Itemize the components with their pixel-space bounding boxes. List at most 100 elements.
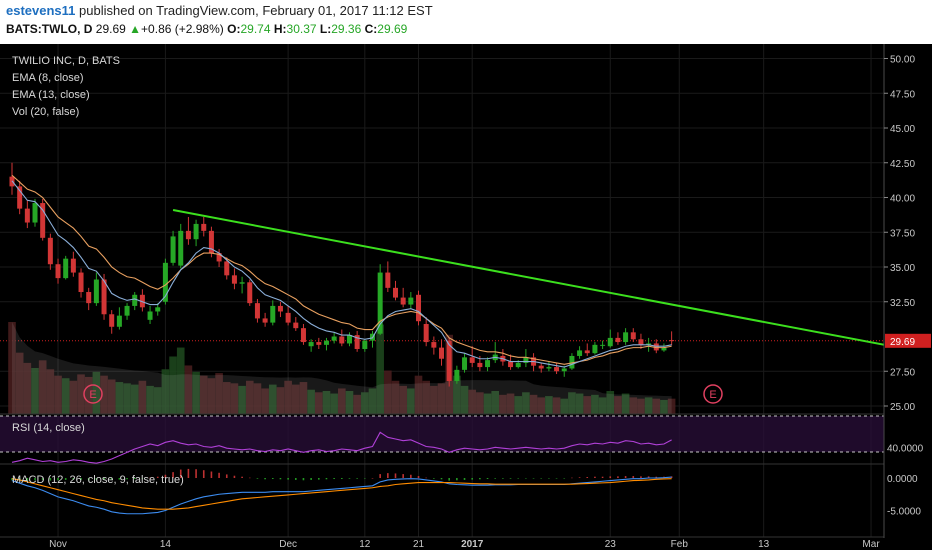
- candle-body: [607, 337, 613, 347]
- candle-body: [423, 323, 429, 343]
- volume-bar: [199, 375, 208, 414]
- macd-histogram-bar: [609, 476, 612, 478]
- candle-body: [216, 253, 222, 262]
- volume-bar: [153, 387, 162, 414]
- open-value: 29.74: [240, 22, 271, 36]
- candle-body: [393, 287, 398, 298]
- legend-ema8[interactable]: EMA (8, close): [12, 72, 84, 84]
- candle-body: [162, 262, 168, 302]
- macd-histogram-bar: [601, 476, 604, 478]
- volume-bar: [299, 382, 308, 414]
- candle-body: [231, 275, 237, 284]
- candle: [70, 251, 76, 277]
- candle-body: [101, 279, 107, 315]
- volume-bar: [422, 380, 430, 414]
- macd-histogram-bar: [410, 474, 412, 478]
- macd-histogram-bar: [356, 478, 358, 479]
- volume-bar: [92, 371, 101, 414]
- ema8-line: [11, 180, 672, 368]
- macd-histogram-bar: [95, 478, 98, 480]
- macd-histogram-bar: [471, 478, 473, 480]
- candle: [239, 276, 245, 294]
- legend-rsi[interactable]: RSI (14, close): [12, 422, 85, 434]
- rsi-line: [11, 431, 672, 464]
- earnings-circle: [83, 384, 103, 404]
- volume-bar: [407, 388, 415, 414]
- candle-body: [55, 264, 61, 279]
- candle: [485, 357, 491, 372]
- candle-body: [185, 230, 191, 240]
- candle-body: [416, 294, 422, 322]
- candle: [462, 353, 468, 373]
- candle: [554, 362, 560, 375]
- candle: [124, 303, 130, 320]
- candle-body: [408, 297, 414, 305]
- macd-histogram-bar: [133, 478, 136, 479]
- macd-histogram-bar: [555, 478, 558, 479]
- rsi-tick-label: 40.0000: [887, 443, 924, 454]
- author-link[interactable]: estevens11: [6, 3, 76, 18]
- candle-body: [454, 369, 460, 381]
- price-tick-label: 35.00: [890, 263, 915, 274]
- candle: [600, 340, 606, 350]
- candle: [454, 365, 460, 384]
- time-tick-label: 23: [605, 539, 617, 550]
- macd-tick-label: 0.0000: [887, 474, 918, 485]
- legend-ema13[interactable]: EMA (13, close): [12, 89, 90, 101]
- volume-ma-area: [12, 322, 672, 414]
- candle-body: [462, 357, 468, 370]
- price-tick-label: 40.00: [890, 194, 915, 205]
- candle-body: [78, 272, 84, 293]
- macd-histogram-bar: [126, 478, 128, 480]
- ema-lines: [11, 174, 672, 368]
- time-tick-label: 21: [413, 539, 425, 550]
- candle-body: [538, 365, 544, 369]
- price-tick-label: 42.50: [890, 159, 915, 170]
- candle: [408, 292, 414, 309]
- volume-bar: [514, 396, 523, 414]
- volume-bar: [660, 399, 668, 414]
- candle-body: [469, 357, 475, 363]
- candle: [423, 317, 429, 347]
- candle-body: [584, 350, 590, 354]
- candle: [285, 305, 291, 326]
- volume-bar: [353, 394, 361, 414]
- candle: [385, 261, 391, 293]
- candle: [431, 336, 437, 355]
- volume-bar: [330, 393, 338, 414]
- candle: [132, 292, 138, 311]
- candle: [17, 180, 23, 215]
- candle-body: [132, 294, 138, 306]
- candle: [323, 337, 329, 351]
- candle: [577, 346, 583, 359]
- volume-bar: [537, 397, 546, 414]
- price-tick-label: 25.00: [890, 402, 915, 413]
- candle: [300, 323, 306, 345]
- candle-body: [339, 336, 345, 344]
- volume-bar: [138, 380, 147, 414]
- volume-bar: [215, 373, 223, 414]
- volume-bar: [338, 388, 346, 414]
- legend-macd[interactable]: MACD (12, 26, close, 9, false, true): [12, 474, 184, 486]
- candle: [147, 305, 153, 324]
- price-axis-bg: [884, 44, 932, 550]
- price-tick-label: 37.50: [890, 228, 915, 239]
- candle: [469, 346, 475, 368]
- last-price: 29.69: [95, 22, 126, 36]
- candle: [446, 337, 452, 387]
- volume-bar: [322, 391, 331, 414]
- candle: [93, 272, 99, 306]
- candle-body: [546, 367, 552, 369]
- candle: [439, 339, 445, 366]
- candle: [40, 198, 46, 241]
- macd-histogram-bar: [64, 478, 67, 480]
- published-text: published on TradingView.com, February 0…: [75, 3, 433, 18]
- candle-body: [600, 344, 606, 346]
- legend-volume[interactable]: Vol (20, false): [12, 106, 80, 118]
- volume-bar: [54, 375, 62, 414]
- candle: [63, 255, 69, 280]
- candle: [584, 343, 590, 356]
- volume-bar: [399, 385, 407, 414]
